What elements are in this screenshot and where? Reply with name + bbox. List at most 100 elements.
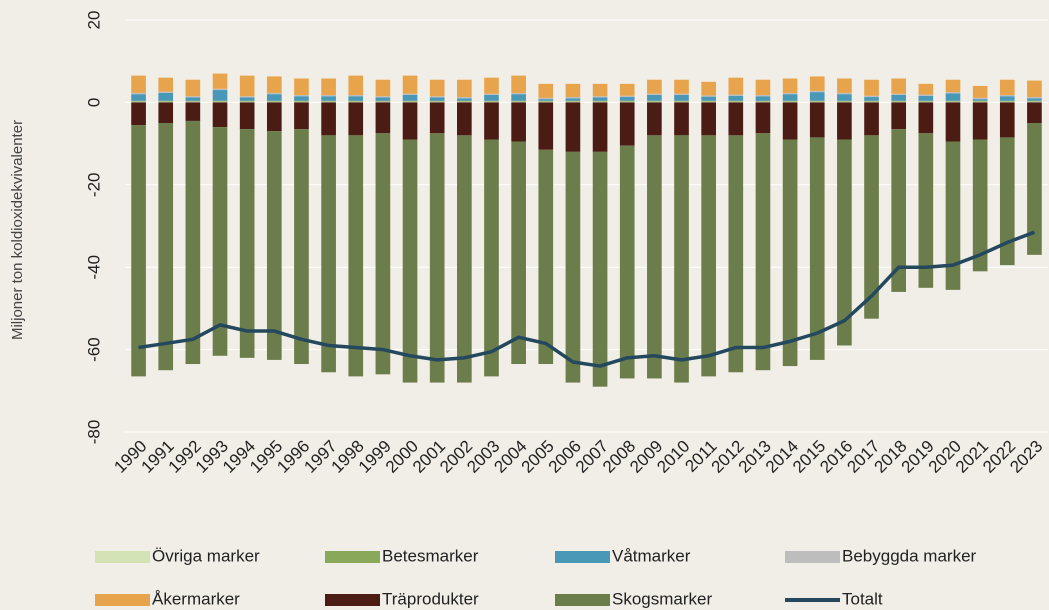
- bar-segment: [212, 100, 228, 102]
- bar-segment: [457, 101, 472, 103]
- bar-segment: [239, 102, 255, 130]
- bar-segment: [972, 99, 988, 101]
- bar-segment: [348, 100, 364, 102]
- bar-segment: [728, 100, 744, 102]
- legend-label: Betesmarker: [382, 546, 479, 565]
- bar-segment: [999, 100, 1015, 102]
- bar-segment: [999, 102, 1015, 138]
- bar-segment: [429, 133, 445, 383]
- bar-segment: [131, 92, 146, 95]
- bar-segment: [538, 102, 554, 150]
- bar-segment: [592, 97, 608, 101]
- bar-segment: [728, 102, 744, 136]
- bar-segment: [402, 102, 418, 140]
- bar-segment: [674, 102, 689, 136]
- bar-segment: [674, 94, 689, 101]
- bar-segment: [647, 94, 662, 101]
- bar-segment: [266, 101, 282, 103]
- legend-swatch: [555, 551, 610, 563]
- bar-segment: [592, 96, 608, 98]
- bar-segment: [565, 101, 581, 103]
- bar-segment: [348, 101, 364, 103]
- bar-segment: [402, 94, 418, 101]
- bar-segment: [837, 78, 852, 93]
- bar-segment: [755, 79, 771, 95]
- bar-segment: [321, 96, 336, 101]
- bar-segment: [918, 102, 934, 134]
- bar-segment: [429, 96, 445, 98]
- bar-segment: [918, 100, 934, 102]
- bar-segment: [294, 94, 309, 97]
- bar-segment: [348, 135, 364, 377]
- bar-segment: [809, 101, 825, 103]
- bar-segment: [728, 77, 744, 95]
- bar-segment: [891, 102, 907, 130]
- bar-segment: [864, 95, 879, 98]
- bar-segment: [131, 75, 146, 93]
- bar-segment: [457, 79, 472, 98]
- bar-segment: [266, 102, 282, 132]
- bar-segment: [429, 101, 445, 103]
- bar-segment: [728, 95, 744, 101]
- legend-swatch: [95, 551, 150, 563]
- y-tick-label: -20: [84, 173, 103, 198]
- bar-segment: [185, 97, 201, 101]
- bar-segment: [185, 120, 201, 365]
- bar-segment: [185, 101, 201, 103]
- bar-segment: [837, 102, 852, 140]
- bar-segment: [538, 100, 554, 102]
- bar-segment: [891, 94, 907, 101]
- bar-segment: [864, 100, 879, 102]
- bar-segment: [999, 79, 1015, 95]
- bar-segment: [674, 100, 689, 102]
- bar-segment: [511, 101, 526, 103]
- bar-segment: [375, 96, 391, 98]
- bar-segment: [728, 94, 744, 96]
- bar-segment: [294, 78, 309, 95]
- bar-segment: [158, 77, 174, 92]
- bar-segment: [945, 101, 961, 103]
- bar-segment: [429, 97, 445, 101]
- bar-segment: [728, 101, 744, 103]
- legend-swatch: [325, 551, 380, 563]
- bar-segment: [755, 133, 771, 371]
- legend-label: Åkermarker: [152, 589, 240, 608]
- bar-segment: [484, 93, 499, 95]
- bar-segment: [185, 102, 201, 121]
- bar-segment: [402, 101, 418, 103]
- bar-segment: [918, 95, 934, 101]
- bar-segment: [782, 139, 798, 367]
- bar-segment: [375, 79, 391, 97]
- bar-segment: [701, 101, 716, 103]
- bar-segment: [375, 101, 391, 103]
- bar-segment: [945, 102, 961, 142]
- bar-segment: [511, 141, 526, 365]
- bar-segment: [538, 149, 554, 365]
- bar-segment: [592, 100, 608, 102]
- bar-segment: [972, 101, 988, 103]
- bar-segment: [457, 97, 472, 99]
- bar-segment: [782, 92, 798, 95]
- bar-segment: [158, 101, 174, 103]
- bar-segment: [158, 91, 174, 93]
- legend-label: Träprodukter: [382, 589, 479, 608]
- bar-segment: [375, 133, 391, 375]
- bar-segment: [782, 100, 798, 102]
- bar-segment: [239, 96, 255, 98]
- bar-segment: [565, 97, 581, 99]
- bar-segment: [647, 93, 662, 95]
- bar-segment: [809, 76, 825, 91]
- bar-segment: [999, 94, 1015, 97]
- bar-segment: [484, 101, 499, 103]
- bar-segment: [1027, 98, 1042, 101]
- bar-segment: [1027, 101, 1042, 103]
- y-axis-label: Miljoner ton koldioxidekvivalenter: [9, 120, 26, 340]
- bar-segment: [375, 100, 391, 102]
- bar-segment: [239, 75, 255, 97]
- bar-segment: [321, 94, 336, 97]
- y-tick-label: -80: [84, 420, 103, 445]
- bar-segment: [375, 102, 391, 134]
- bar-segment: [701, 102, 716, 136]
- bar-segment: [864, 97, 879, 101]
- bar-segment: [429, 79, 445, 97]
